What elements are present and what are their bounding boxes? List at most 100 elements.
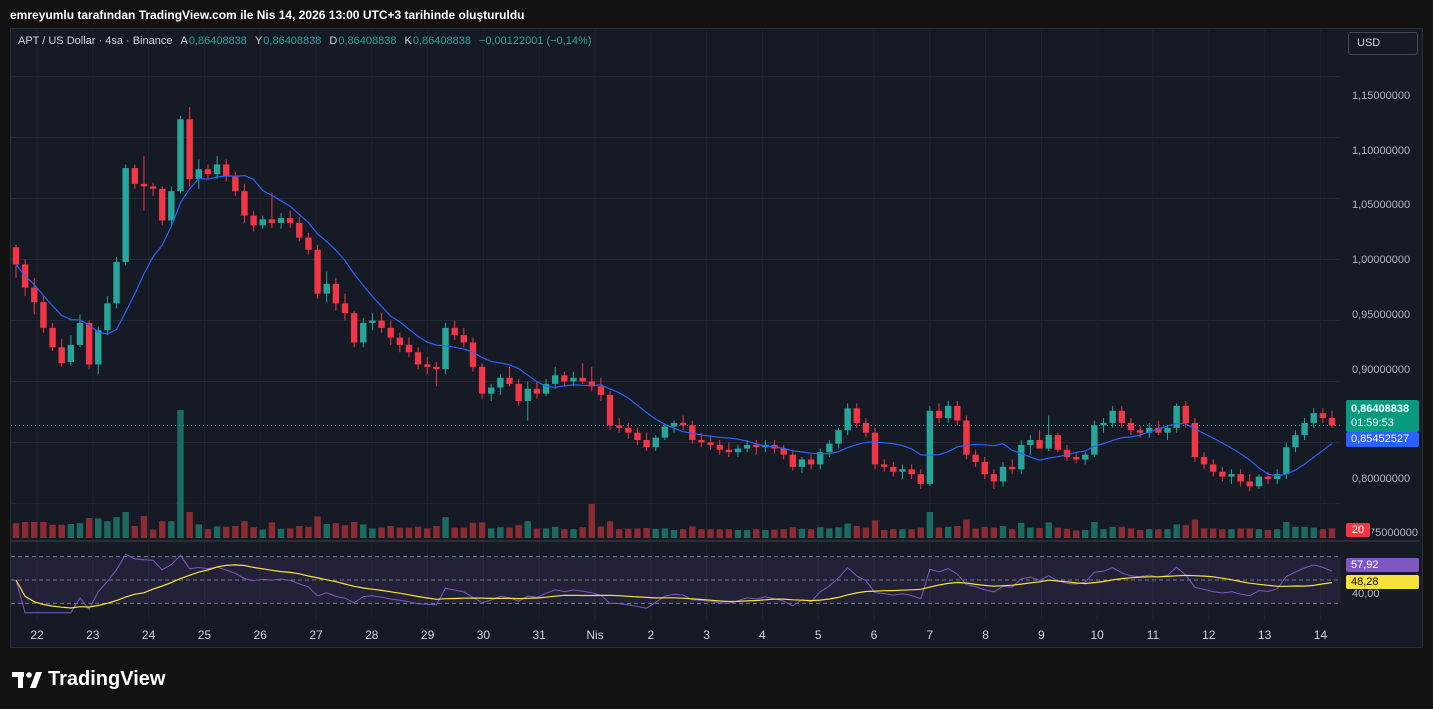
candle-body bbox=[597, 386, 605, 395]
candle-body bbox=[122, 168, 129, 262]
candle-body bbox=[396, 337, 404, 345]
price-tick: 0,95000000 bbox=[1352, 309, 1411, 321]
candle-body bbox=[1118, 410, 1126, 423]
volume-bar bbox=[177, 410, 184, 538]
candle-body bbox=[1091, 425, 1098, 455]
volume-bar bbox=[1054, 527, 1062, 538]
volume-bar bbox=[908, 529, 915, 538]
tradingview-logo-icon bbox=[12, 671, 42, 688]
volume-bar bbox=[533, 528, 541, 538]
candle-body bbox=[853, 408, 860, 423]
change-value: −0,00122001 (−0,14%) bbox=[478, 35, 592, 47]
volume-bar bbox=[707, 529, 714, 538]
volume-bar bbox=[31, 522, 38, 538]
volume-bar bbox=[780, 529, 787, 538]
candle-body bbox=[826, 443, 833, 453]
volume-bar bbox=[999, 526, 1007, 538]
tradingview-logo[interactable]: TradingView bbox=[12, 668, 165, 691]
chart-caption: emreyumlu tarafından TradingView.com ile… bbox=[10, 8, 525, 22]
candle-body bbox=[460, 335, 468, 343]
volume-bar bbox=[789, 527, 797, 538]
candle-body bbox=[908, 469, 915, 475]
volume-bar bbox=[1173, 524, 1180, 538]
candle-body bbox=[177, 119, 184, 192]
volume-bar bbox=[95, 518, 102, 538]
volume-bar bbox=[944, 526, 952, 538]
volume-bar bbox=[561, 529, 568, 538]
time-tick: 11 bbox=[1146, 628, 1160, 642]
candle-body bbox=[323, 283, 330, 294]
candle-body bbox=[1109, 410, 1116, 423]
volume-bar bbox=[1118, 526, 1126, 538]
volume-bar bbox=[771, 529, 778, 538]
candle-body bbox=[670, 422, 678, 427]
volume-bar bbox=[807, 529, 815, 538]
volume-bar bbox=[314, 516, 321, 538]
volume-bar bbox=[186, 512, 193, 538]
volume-bar bbox=[506, 527, 513, 538]
time-tick: 14 bbox=[1313, 628, 1328, 642]
time-tick: 23 bbox=[86, 628, 100, 642]
volume-bar bbox=[625, 528, 632, 538]
volume-bar bbox=[990, 527, 998, 538]
candle-body bbox=[497, 377, 504, 388]
time-tick: 24 bbox=[141, 628, 156, 642]
volume-bar bbox=[1200, 528, 1208, 538]
candle-body bbox=[817, 452, 824, 465]
low-label: D bbox=[329, 35, 338, 47]
time-tick: 10 bbox=[1090, 628, 1104, 642]
last-price-value: 0,86408838 bbox=[1351, 403, 1410, 415]
volume-bar bbox=[1136, 530, 1144, 538]
high-value: 0,86408838 bbox=[263, 35, 322, 47]
candle-body bbox=[542, 383, 550, 394]
candle-body bbox=[1319, 413, 1327, 419]
volume-bar bbox=[433, 526, 440, 538]
candle-body bbox=[743, 444, 751, 449]
volume-bar bbox=[296, 526, 303, 538]
candle-body bbox=[341, 303, 349, 314]
candle-body bbox=[451, 327, 458, 336]
candle-body bbox=[488, 387, 495, 394]
candle-body bbox=[296, 222, 303, 238]
time-tick: 4 bbox=[759, 628, 766, 642]
symbol-legend[interactable]: APT / US Dollar · 4sa · Binance A0,86408… bbox=[18, 35, 592, 47]
time-tick: 29 bbox=[420, 628, 435, 642]
candle-body bbox=[963, 420, 970, 455]
candle-body bbox=[49, 327, 56, 348]
candle-body bbox=[1228, 474, 1235, 477]
price-tick: 1,00000000 bbox=[1352, 254, 1411, 266]
candle-body bbox=[606, 394, 614, 426]
brand-name: TradingView bbox=[48, 668, 166, 690]
volume-bar bbox=[21, 522, 29, 538]
candle-body bbox=[1018, 444, 1025, 470]
volume-bar bbox=[40, 522, 47, 538]
time-tick: 8 bbox=[982, 628, 989, 642]
volume-bar bbox=[405, 527, 413, 538]
volume-bar bbox=[204, 529, 212, 538]
symbol-name[interactable]: APT / US Dollar · 4sa · Binance bbox=[18, 35, 173, 47]
candle-body bbox=[31, 287, 38, 303]
volume-bar bbox=[1283, 522, 1290, 538]
price-tick: 1,10000000 bbox=[1352, 145, 1411, 157]
volume-bar bbox=[259, 529, 266, 538]
candle-body bbox=[1264, 476, 1272, 480]
volume-bar bbox=[981, 526, 988, 538]
volume-bar bbox=[963, 519, 970, 538]
candle-body bbox=[689, 425, 696, 440]
volume-bar bbox=[1072, 530, 1080, 538]
candle-body bbox=[1310, 413, 1317, 423]
currency-button[interactable]: USD bbox=[1348, 32, 1418, 55]
candle-body bbox=[679, 422, 687, 426]
candle-body bbox=[213, 164, 221, 175]
volume-bar bbox=[488, 528, 495, 538]
candle-body bbox=[1209, 464, 1217, 472]
candle-body bbox=[414, 352, 422, 365]
candle-body bbox=[579, 377, 586, 382]
chart-frame[interactable] bbox=[10, 28, 1423, 648]
last-price-tag: 0,86408838 01:59:53 bbox=[1346, 400, 1419, 432]
volume-bar bbox=[524, 521, 531, 538]
candle-body bbox=[926, 410, 934, 484]
volume-bar bbox=[935, 527, 943, 538]
volume-bar bbox=[396, 527, 404, 538]
